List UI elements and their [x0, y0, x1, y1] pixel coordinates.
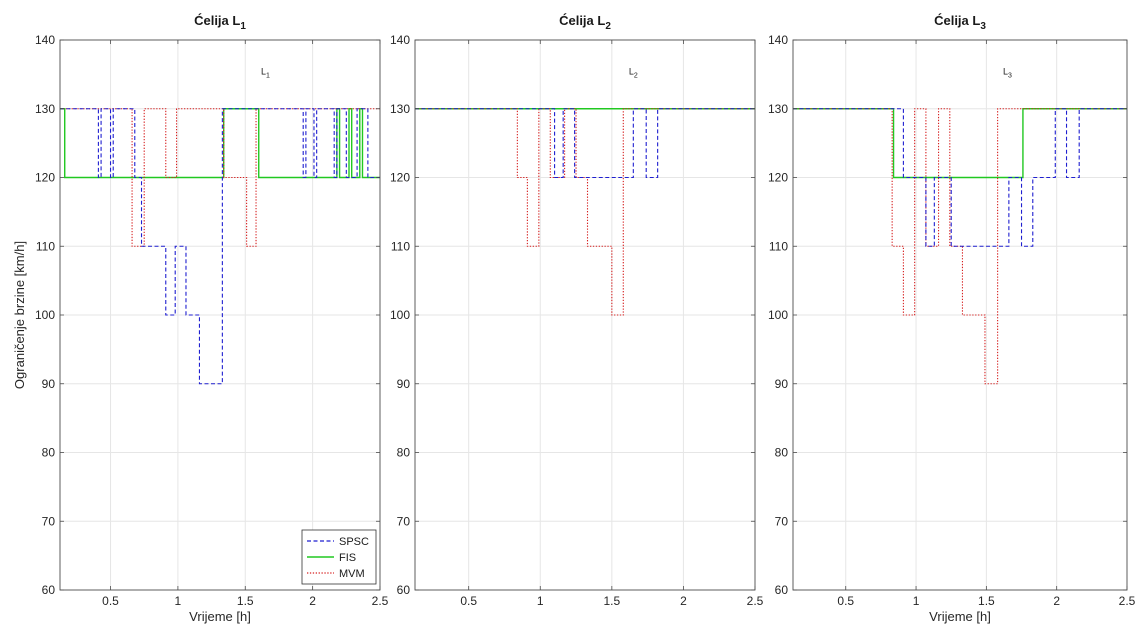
y-tick-label: 130	[768, 102, 788, 116]
x-tick-label: 0.5	[837, 594, 854, 608]
y-tick-label: 70	[42, 514, 56, 528]
chart-title-subscript: 2	[605, 21, 611, 32]
chart-panel-1: 0.5 1 1.5 2 2.5 60 70 80 90 100 110 120 130 140 Ćelija…	[35, 13, 389, 624]
x-tick-label: 2.5	[747, 594, 764, 608]
legend-entry-fis: FIS	[339, 552, 356, 564]
x-tick-label: 2.5	[372, 594, 389, 608]
y-tick-label: 100	[768, 308, 788, 322]
legend-entry-mvm: MVM	[339, 568, 365, 580]
series-line-spsc	[60, 108, 380, 385]
y-tick-label: 60	[42, 583, 56, 597]
annotation-subscript: 2	[634, 72, 638, 79]
annotation-subscript: 1	[266, 72, 270, 79]
series-line-mvm	[793, 108, 1127, 385]
y-tick-label: 60	[397, 583, 411, 597]
chart-title-main: Ćelija L	[559, 13, 605, 28]
legend-entry-spsc: SPSC	[339, 536, 369, 548]
y-tick-label: 110	[769, 239, 788, 253]
y-tick-label: 80	[42, 446, 56, 460]
chart-title: Ćelija L3	[934, 13, 986, 32]
chart-panel-3: 0.5 1 1.5 2 2.5 60 70 80 90 100 110 120 130 140 Ćelija…	[768, 13, 1136, 624]
x-tick-label: 1	[537, 594, 544, 608]
y-tick-label: 70	[397, 514, 411, 528]
legend: SPSC FIS MVM	[301, 529, 377, 585]
annotation-label: L3	[1003, 66, 1012, 79]
annotation-subscript: 3	[1008, 72, 1012, 79]
y-tick-label: 140	[390, 33, 410, 47]
y-tick-label: 130	[35, 102, 55, 116]
annotation-label: L2	[629, 66, 638, 79]
y-tick-label: 90	[42, 377, 56, 391]
x-axis-label: Vrijeme [h]	[929, 609, 991, 624]
chart-title-main: Ćelija L	[934, 13, 980, 28]
x-axis-label: Vrijeme [h]	[189, 609, 251, 624]
x-tick-label: 2	[680, 594, 687, 608]
x-tick-label: 1.5	[237, 594, 254, 608]
y-axis-label: Ograničenje brzine [km/h]	[12, 241, 27, 389]
series-line-spsc	[793, 108, 1127, 247]
chart-title-main: Ćelija L	[194, 13, 240, 28]
x-tick-label: 2	[309, 594, 316, 608]
x-tick-label: 2.5	[1119, 594, 1136, 608]
y-tick-label: 120	[35, 171, 55, 185]
y-tick-label: 120	[768, 171, 788, 185]
y-tick-label: 120	[390, 171, 410, 185]
annotation-main: L	[1003, 66, 1008, 76]
y-tick-label: 60	[775, 583, 789, 597]
x-tick-label: 1	[913, 594, 920, 608]
chart-title: Ćelija L2	[559, 13, 611, 32]
chart-title-subscript: 3	[980, 21, 986, 32]
series-line-fis	[60, 108, 380, 179]
x-tick-label: 1.5	[978, 594, 995, 608]
y-tick-label: 130	[390, 102, 410, 116]
series-line-mvm	[60, 108, 380, 247]
annotation-label: L1	[261, 66, 270, 79]
y-tick-label: 100	[390, 308, 410, 322]
y-tick-label: 80	[775, 446, 789, 460]
y-tick-label: 90	[775, 377, 789, 391]
chart-title: Ćelija L1	[194, 13, 246, 32]
annotation-main: L	[261, 66, 266, 76]
annotation-main: L	[629, 66, 634, 76]
y-tick-label: 80	[397, 446, 411, 460]
x-tick-label: 1	[175, 594, 182, 608]
y-tick-label: 140	[768, 33, 788, 47]
y-tick-label: 70	[775, 514, 789, 528]
y-tick-label: 110	[36, 239, 55, 253]
y-tick-label: 140	[35, 33, 55, 47]
y-tick-label: 100	[35, 308, 55, 322]
y-tick-label: 110	[391, 239, 410, 253]
series-line-mvm	[415, 108, 755, 316]
x-tick-label: 0.5	[460, 594, 477, 608]
series-line-spsc	[415, 108, 755, 179]
chart-panel-2: 0.5 1 1.5 2 2.5 60 70 80 90 100 110 120 130 140 Ćelija…	[390, 13, 764, 608]
y-tick-label: 90	[397, 377, 411, 391]
x-tick-label: 1.5	[603, 594, 620, 608]
x-tick-label: 2	[1053, 594, 1060, 608]
chart-title-subscript: 1	[240, 21, 246, 32]
x-tick-label: 0.5	[102, 594, 119, 608]
series-line-fis	[793, 108, 1127, 179]
